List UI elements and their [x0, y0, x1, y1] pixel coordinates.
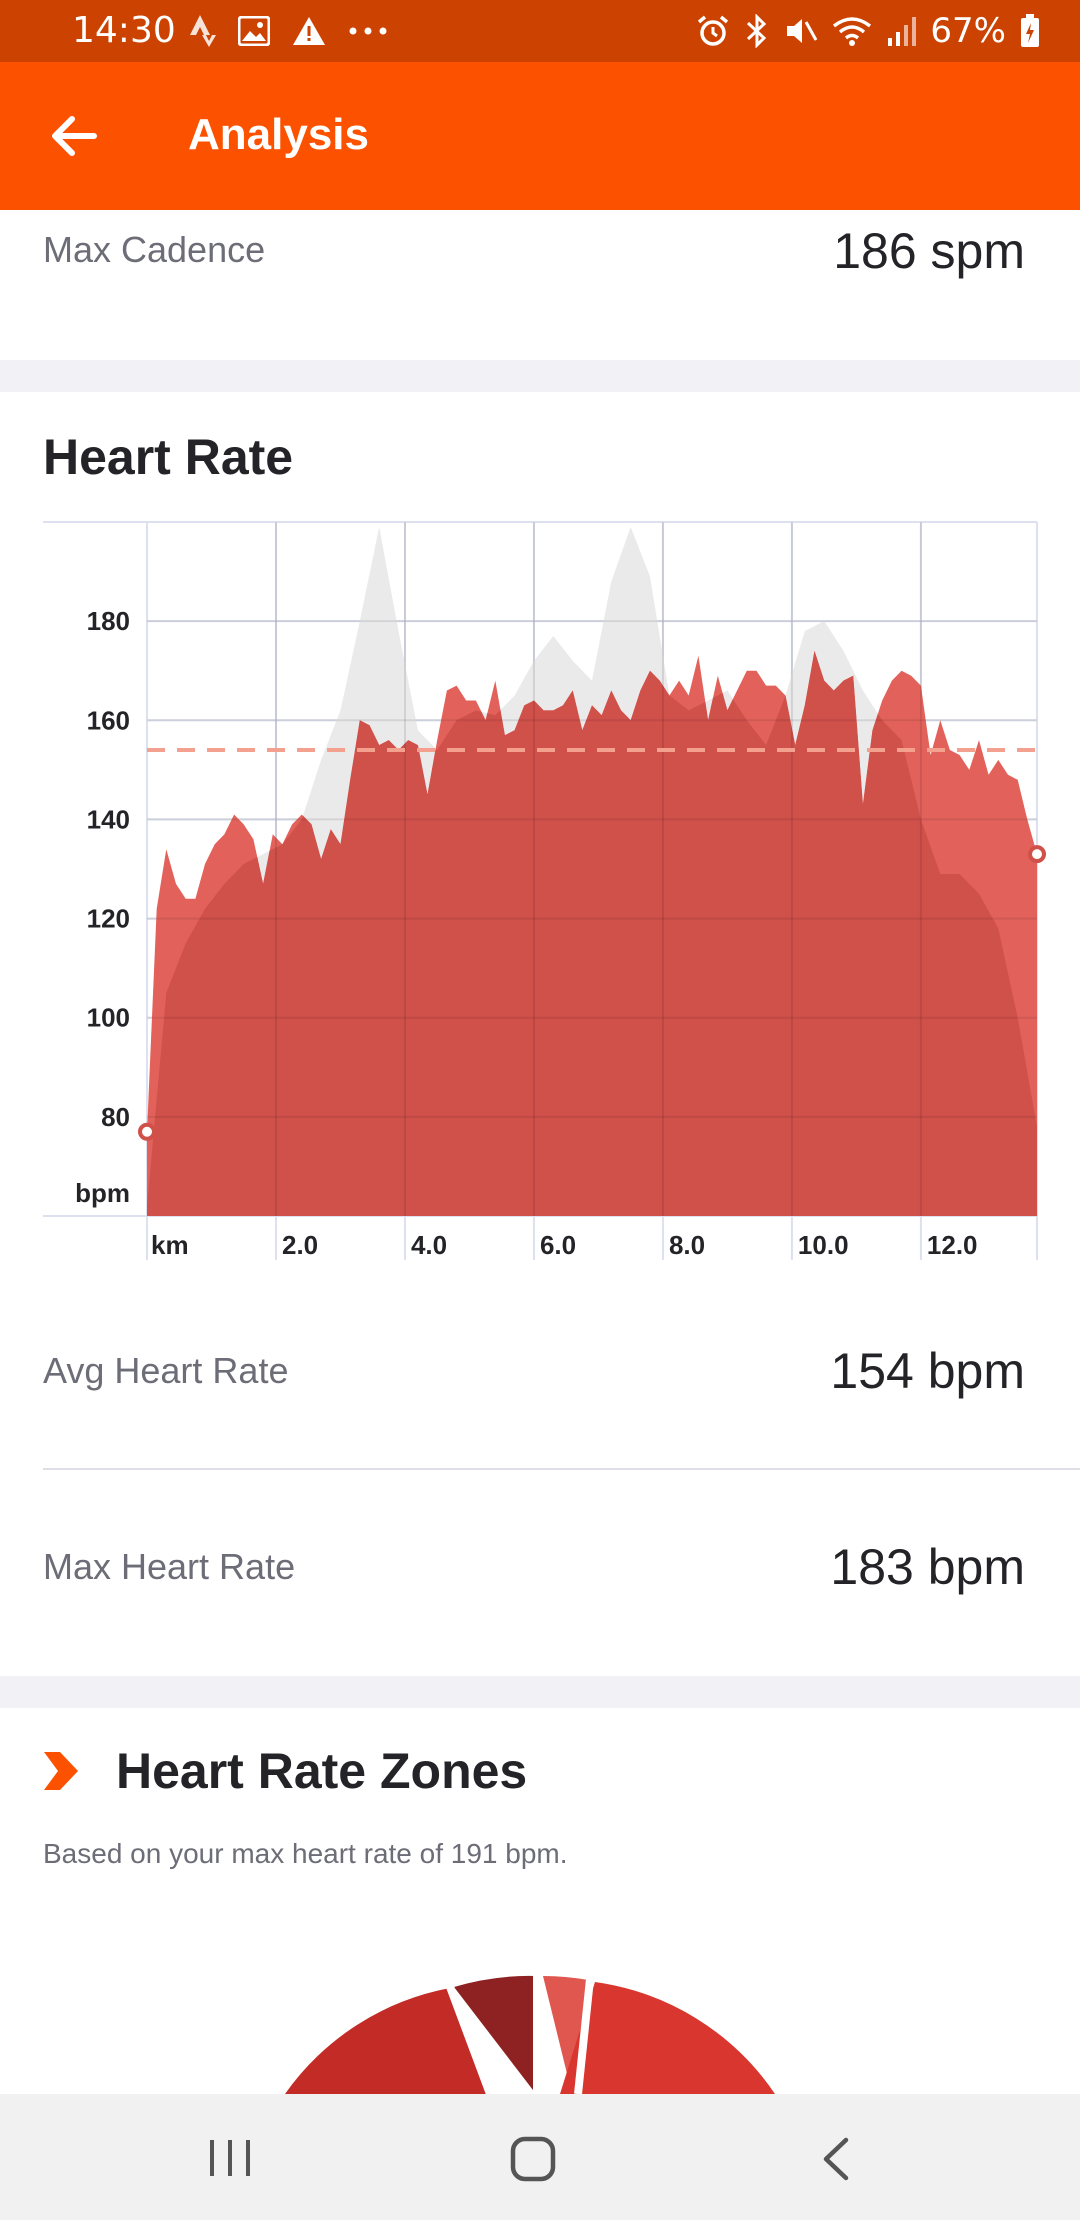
heart-rate-area-overlap [147, 650, 1037, 1216]
max-heart-rate-value: 183 bpm [830, 1539, 1025, 1595]
mute-icon [787, 19, 818, 43]
y-tick-label: 80 [101, 1102, 130, 1132]
x-tick-label: 2.0 [282, 1230, 318, 1260]
max-cadence-label: Max Cadence [43, 229, 266, 270]
y-tick-label: 100 [87, 1003, 130, 1033]
battery-icon [1021, 14, 1039, 47]
max-cadence-value: 186 spm [833, 223, 1025, 279]
section-gap [0, 1676, 1080, 1708]
y-tick-label: 120 [87, 904, 130, 934]
zones-note: Based on your max heart rate of 191 bpm. [43, 1838, 568, 1869]
status-bar: 14:30 67% [0, 0, 1080, 62]
heart-rate-chart: 80 100 120 140 160 180 2.0 4.0 6.0 8.0 10.0 12.0 kmb… [43, 521, 1046, 1260]
home-icon[interactable] [510, 2136, 556, 2182]
zone-segment-1 [285, 1988, 486, 2094]
y-tick-label: 160 [87, 705, 130, 735]
end-point-marker [1028, 845, 1046, 864]
x-tick-label: 12.0 [927, 1230, 978, 1260]
arrow-left-icon[interactable] [44, 106, 104, 166]
zone-segment-4 [560, 1982, 775, 2094]
warning-icon [293, 17, 325, 45]
zone-segment-2 [454, 1975, 536, 2094]
avg-heart-rate-value: 154 bpm [830, 1343, 1025, 1399]
x-tick-label: 4.0 [411, 1230, 447, 1260]
strava-icon [190, 15, 216, 47]
x-tick-label: 8.0 [669, 1230, 705, 1260]
x-axis-label: km [151, 1230, 189, 1260]
image-icon [238, 16, 270, 46]
more-icon [349, 27, 387, 35]
start-point-marker [138, 1122, 156, 1141]
status-time: 14:30 [72, 10, 176, 51]
signal-icon [888, 17, 917, 46]
heart-rate-zones-title: Heart Rate Zones [116, 1743, 528, 1799]
divider [43, 1468, 1080, 1470]
max-heart-rate-label: Max Heart Rate [43, 1546, 296, 1587]
avg-heart-rate-label: Avg Heart Rate [43, 1350, 289, 1391]
x-tick-label: 6.0 [540, 1230, 576, 1260]
section-gap [0, 360, 1080, 392]
y-axis-label: bpm [75, 1178, 130, 1208]
x-tick-label: 10.0 [798, 1230, 849, 1260]
alarm-icon [698, 15, 729, 46]
system-nav-bar [0, 2094, 1080, 2220]
back-nav-icon[interactable] [820, 2136, 850, 2182]
zone-segment-3 [543, 1976, 588, 2094]
y-tick-label: 140 [87, 804, 130, 834]
bluetooth-icon [747, 14, 767, 48]
recent-apps-icon[interactable] [208, 2138, 252, 2178]
heart-rate-title: Heart Rate [43, 429, 294, 485]
page-title: Analysis [188, 110, 369, 159]
app-bar: Analysis [0, 62, 1080, 210]
heart-rate-zones-donut [285, 1960, 775, 2094]
battery-percent: 67% [930, 11, 1006, 51]
chevron-right-icon [44, 1752, 78, 1790]
wifi-icon [833, 17, 872, 46]
y-tick-label: 180 [87, 606, 130, 636]
